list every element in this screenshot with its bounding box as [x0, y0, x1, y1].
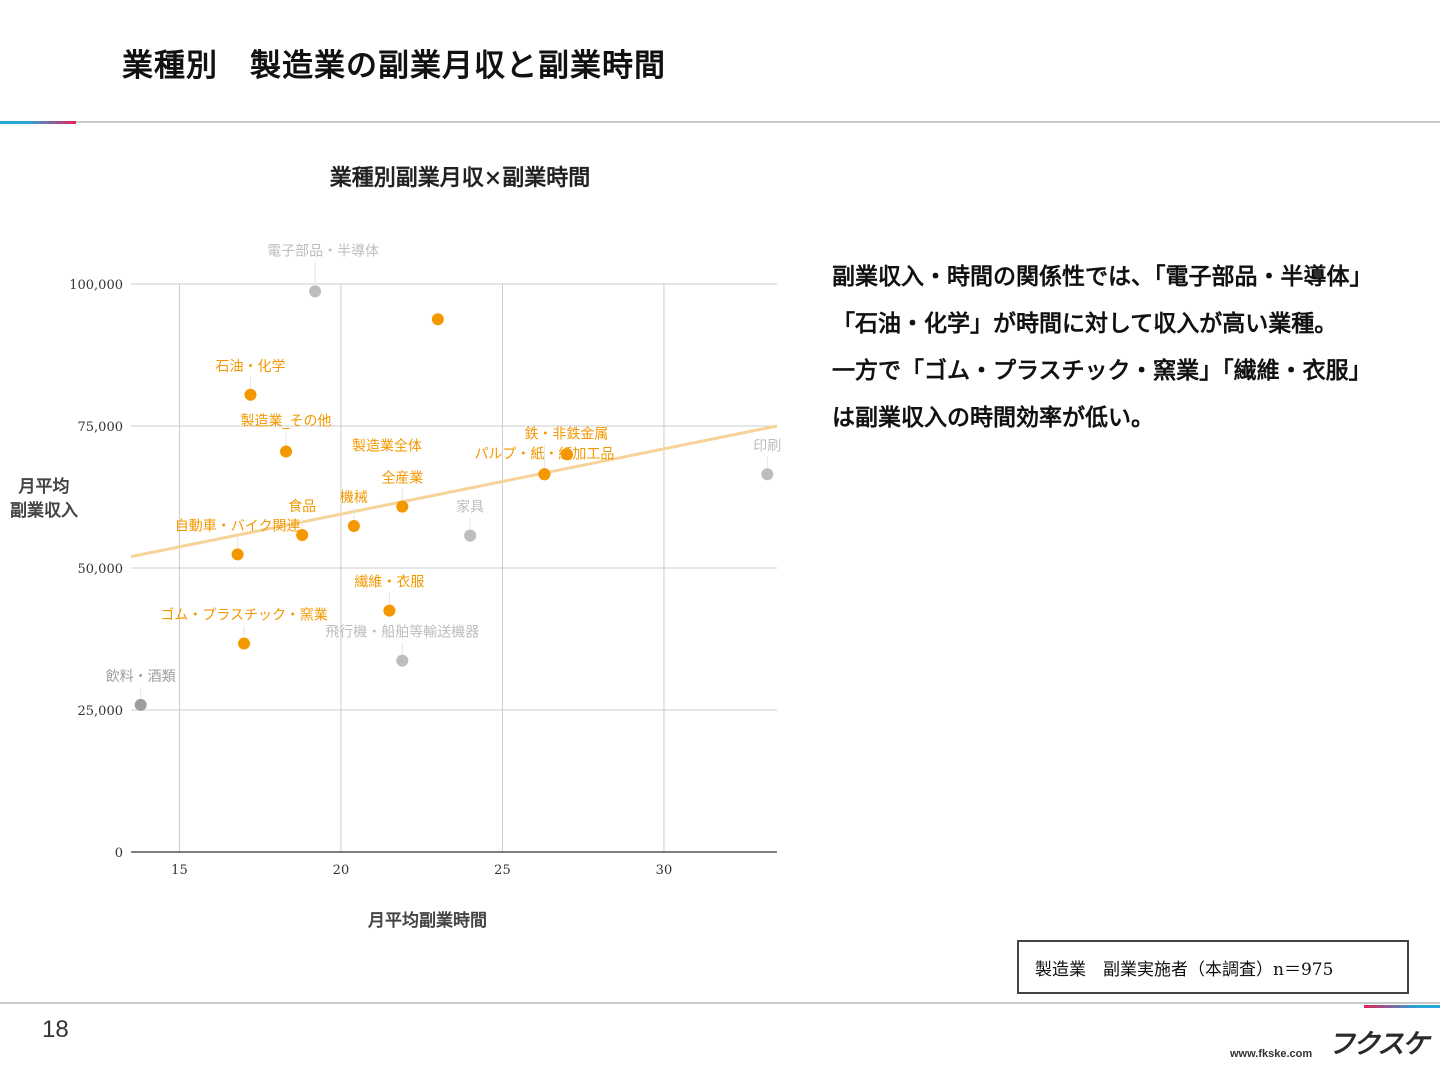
data-point	[238, 637, 251, 650]
trendline-layer	[130, 424, 778, 559]
data-point	[383, 604, 396, 617]
data-points	[134, 285, 774, 711]
data-point	[464, 529, 477, 542]
sample-note-box: 製造業 副業実施者（本調査）n＝975	[1017, 940, 1409, 994]
point-label: 機械	[340, 490, 368, 506]
x-tick-label: 30	[656, 863, 673, 878]
point-label: 家具	[456, 499, 484, 516]
data-point	[309, 285, 322, 298]
point-label: 電子部品・半導体	[267, 243, 379, 259]
data-point	[431, 313, 444, 326]
point-label: 鉄・非鉄金属	[524, 426, 608, 442]
sample-note-text: 製造業 副業実施者（本調査）n＝975	[1035, 959, 1334, 980]
data-point	[296, 529, 309, 542]
header-divider	[0, 121, 1440, 123]
site-url: www.fkske.com	[1230, 1048, 1313, 1060]
page-title: 業種別 製造業の副業月収と副業時間	[122, 48, 666, 84]
x-tick-label: 15	[171, 863, 188, 878]
data-point	[538, 468, 551, 481]
y-axis-label-line-2: 副業収入	[10, 501, 78, 521]
point-label: 飛行機・船舶等輸送機器	[325, 624, 479, 641]
point-label: 飲料・酒類	[106, 669, 176, 685]
data-point	[396, 654, 409, 667]
point-label: 印刷	[753, 438, 781, 454]
data-point	[280, 445, 293, 458]
data-point	[396, 500, 409, 513]
data-point	[134, 698, 147, 711]
point-label: 製造業_その他	[241, 414, 332, 430]
x-tick-label: 25	[494, 863, 511, 878]
footer-divider	[0, 1002, 1440, 1004]
chart-title: 業種別副業月収×副業時間	[329, 165, 591, 191]
data-point	[761, 468, 774, 481]
page-number: 18	[42, 1016, 69, 1043]
x-tick-label: 20	[333, 863, 350, 878]
data-point	[561, 448, 574, 461]
x-axis-label: 月平均副業時間	[368, 911, 487, 931]
y-tick-label: 100,000	[69, 278, 123, 293]
axes: 0 25,000 50,000 75,000 100,000 15 20 25 30	[69, 278, 777, 878]
trendline	[130, 424, 778, 559]
y-tick-label: 75,000	[78, 420, 124, 435]
point-label: パルプ・紙・紙加工品	[474, 446, 614, 462]
data-point	[347, 519, 360, 532]
point-label: 食品	[288, 498, 316, 515]
data-point	[244, 388, 257, 401]
y-tick-label: 0	[115, 846, 123, 861]
y-axis-label-line-1: 月平均	[18, 477, 70, 497]
y-tick-label: 25,000	[78, 704, 124, 719]
y-tick-label: 50,000	[78, 562, 124, 577]
label-leaders	[140, 261, 768, 699]
point-label: 全産業	[381, 470, 423, 487]
point-label: 製造業全体	[352, 437, 422, 454]
point-label: 石油・化学	[216, 359, 286, 375]
scatter-chart: 0 25,000 50,000 75,000 100,000 15 20 25 30 電子部品・…	[69, 243, 782, 878]
commentary-paragraph-2: 一方で「ゴム・プラスチック・窯業」「繊維・衣服」は副業収入の時間効率が低い。	[832, 357, 1372, 431]
data-point	[231, 548, 244, 561]
point-label: 繊維・衣服	[354, 575, 424, 591]
header-accent-bar	[0, 121, 76, 124]
footer-accent-bar	[1364, 1005, 1440, 1008]
grid-lines	[131, 283, 777, 852]
point-label: 自動車・バイク関連	[175, 517, 301, 534]
brand-logo: フクスケ	[1328, 1029, 1429, 1060]
y-axis-label: 月平均 副業収入	[0, 475, 88, 523]
point-label: ゴム・プラスチック・窯業	[160, 607, 327, 624]
commentary: 副業収入・時間の関係性では、「電子部品・半導体」「石油・化学」が時間に対して収入…	[832, 253, 1392, 441]
commentary-paragraph-1: 副業収入・時間の関係性では、「電子部品・半導体」「石油・化学」が時間に対して収入…	[832, 263, 1373, 337]
